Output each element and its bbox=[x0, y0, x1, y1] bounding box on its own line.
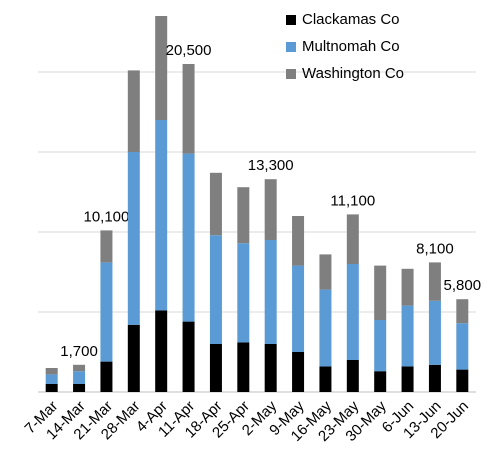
bar-segment bbox=[45, 374, 58, 384]
legend-swatch bbox=[286, 42, 296, 52]
legend-swatch bbox=[286, 15, 296, 25]
bar-segment bbox=[100, 262, 113, 362]
legend-label: Washington Co bbox=[302, 65, 404, 82]
bar-segment bbox=[209, 344, 222, 392]
bar-segment bbox=[45, 384, 58, 392]
bar-segment bbox=[292, 216, 305, 266]
bar-segment bbox=[209, 235, 222, 344]
legend-label: Clackamas Co bbox=[302, 11, 400, 28]
total-label: 8,100 bbox=[416, 240, 454, 257]
bar-segment bbox=[319, 366, 332, 392]
legend-swatch bbox=[286, 69, 296, 79]
bar-segment bbox=[73, 384, 86, 392]
bar-segment bbox=[346, 360, 359, 392]
bar-segment bbox=[456, 369, 469, 392]
bar-segment bbox=[155, 310, 168, 392]
bar-segment bbox=[456, 299, 469, 324]
bar-segment bbox=[155, 16, 168, 120]
bar-segment bbox=[456, 323, 469, 370]
total-label: 13,300 bbox=[248, 157, 294, 174]
bar-segment bbox=[127, 70, 140, 152]
bar-segment bbox=[100, 361, 113, 392]
bar-segment bbox=[182, 321, 195, 392]
bar-segment bbox=[73, 371, 86, 384]
bar-segment bbox=[264, 240, 277, 344]
bar-segment bbox=[264, 179, 277, 240]
bar-segment bbox=[374, 320, 387, 372]
bar-segment bbox=[346, 264, 359, 360]
total-label: 1,700 bbox=[60, 343, 98, 360]
total-label: 20,500 bbox=[166, 42, 212, 59]
bar-segment bbox=[428, 262, 441, 301]
bar-segment bbox=[127, 324, 140, 392]
legend-label: Multnomah Co bbox=[302, 38, 400, 55]
total-label: 11,100 bbox=[330, 192, 375, 209]
bar-segment bbox=[401, 366, 414, 392]
bar-segment bbox=[428, 300, 441, 365]
bar-segment bbox=[127, 152, 140, 325]
bar-segment bbox=[374, 265, 387, 320]
total-label: 10,100 bbox=[83, 208, 129, 225]
bar-segment bbox=[319, 289, 332, 367]
bar-segment bbox=[292, 265, 305, 352]
bar-segment bbox=[182, 153, 195, 322]
bar-segment bbox=[264, 344, 277, 392]
bar-segment bbox=[346, 214, 359, 264]
bar-segment bbox=[100, 230, 113, 263]
bar-segment bbox=[428, 364, 441, 392]
bar-segment bbox=[237, 342, 250, 392]
bar-segment bbox=[237, 243, 250, 343]
bar-segment bbox=[209, 172, 222, 236]
bar-segment bbox=[319, 254, 332, 290]
bar-segment bbox=[237, 187, 250, 244]
bar-segment bbox=[374, 371, 387, 392]
bar-segment bbox=[182, 64, 195, 154]
total-label: 5,800 bbox=[444, 277, 482, 294]
bar-segment bbox=[401, 268, 414, 306]
bar-segment bbox=[401, 305, 414, 367]
bar-segment bbox=[292, 352, 305, 392]
bar-segment bbox=[45, 368, 58, 375]
bar-segment bbox=[73, 364, 86, 372]
bar-segment bbox=[155, 120, 168, 311]
